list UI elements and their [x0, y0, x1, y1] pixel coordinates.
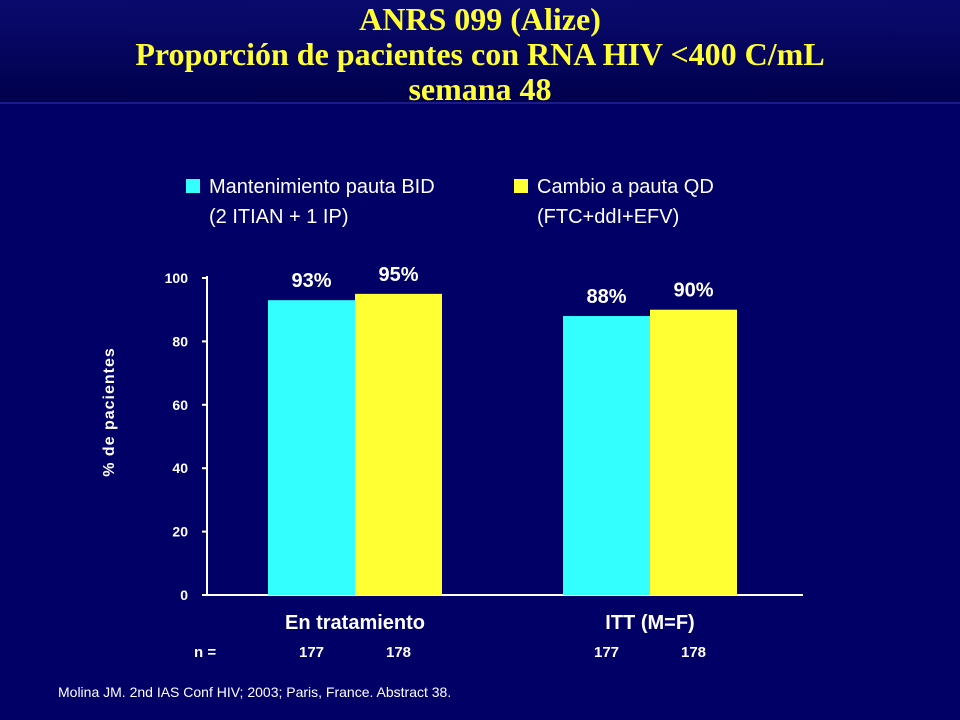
title-band: ANRS 099 (Alize) Proporción de pacientes… [0, 0, 960, 107]
legend-swatch-bid [186, 179, 200, 193]
bar-value-label: 88% [586, 286, 626, 308]
n-value-label: 178 [681, 644, 706, 661]
y-tick-label: 60 [172, 397, 188, 413]
title-line-1: ANRS 099 (Alize) [359, 1, 601, 37]
category-label: ITT (M=F) [605, 612, 694, 634]
source-citation: Molina JM. 2nd IAS Conf HIV; 2003; Paris… [58, 684, 452, 700]
bar [563, 316, 650, 595]
bar [650, 309, 737, 595]
legend-label-bid-line2: (2 ITIAN + 1 IP) [209, 206, 349, 228]
y-tick-label: 0 [180, 587, 188, 603]
n-value-label: 178 [386, 644, 411, 661]
title-line-3: semana 48 [408, 71, 552, 107]
y-tick-label: 80 [172, 333, 188, 349]
legend-label-qd-line1: Cambio a pauta QD [537, 176, 714, 198]
n-value-label: 177 [299, 644, 324, 661]
legend-swatch-qd [514, 179, 528, 193]
legend-label-bid-line1: Mantenimiento pauta BID [209, 176, 435, 198]
category-label: En tratamiento [285, 612, 425, 634]
y-tick-label: 20 [172, 524, 188, 540]
bar-value-label: 95% [378, 264, 418, 286]
title-line-2: Proporción de pacientes con RNA HIV <400… [135, 36, 825, 72]
bar-value-label: 93% [291, 270, 331, 292]
y-tick-label: 40 [172, 460, 188, 476]
y-axis-title: % de pacientes [101, 347, 118, 477]
y-tick-label: 100 [165, 270, 189, 286]
n-label: n = [194, 644, 216, 661]
bar [355, 293, 442, 595]
bar [268, 300, 355, 595]
bar-value-label: 90% [673, 280, 713, 302]
n-value-label: 177 [594, 644, 619, 661]
legend-label-qd-line2: (FTC+ddI+EFV) [537, 206, 680, 228]
